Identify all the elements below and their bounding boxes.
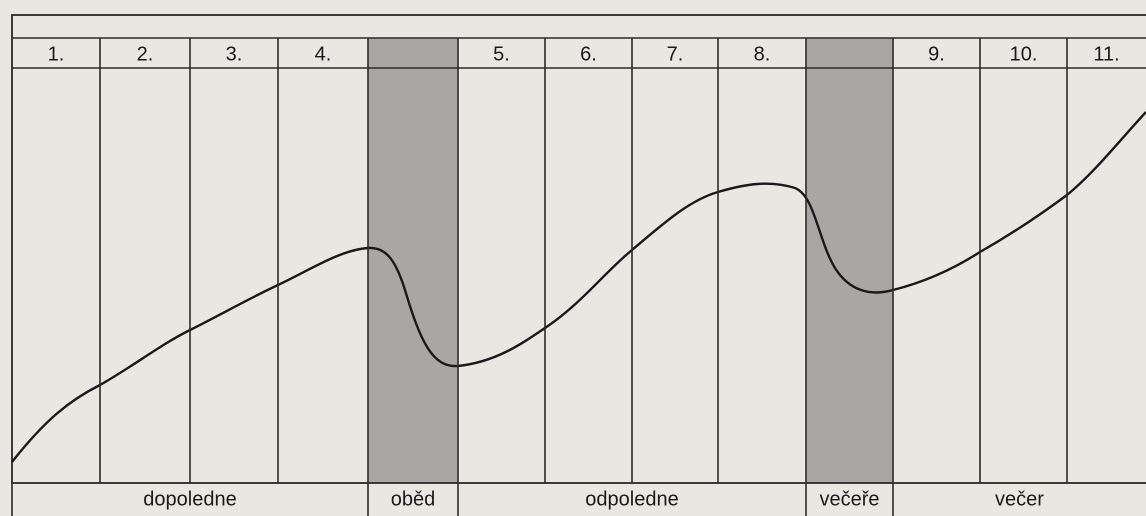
column-number: 9. (928, 43, 945, 65)
column-number: 7. (667, 43, 684, 65)
column-number: 1. (48, 43, 65, 65)
section-label: odpoledne (585, 488, 678, 510)
lunch-band (368, 38, 458, 483)
column-number: 4. (315, 43, 332, 65)
section-label: večer (995, 488, 1044, 510)
column-number: 8. (754, 43, 771, 65)
dinner-band (806, 38, 893, 483)
column-number: 5. (493, 43, 510, 65)
section-label: dopoledne (143, 488, 236, 510)
column-number: 11. (1093, 43, 1119, 65)
section-label: večeře (819, 488, 879, 510)
column-number: 6. (580, 43, 597, 65)
column-number: 3. (226, 43, 243, 65)
frame (11, 14, 1146, 484)
curve (11, 111, 1146, 463)
section-label: oběd (391, 488, 436, 510)
column-number: 2. (137, 43, 154, 65)
column-number: 10. (1010, 43, 1038, 65)
